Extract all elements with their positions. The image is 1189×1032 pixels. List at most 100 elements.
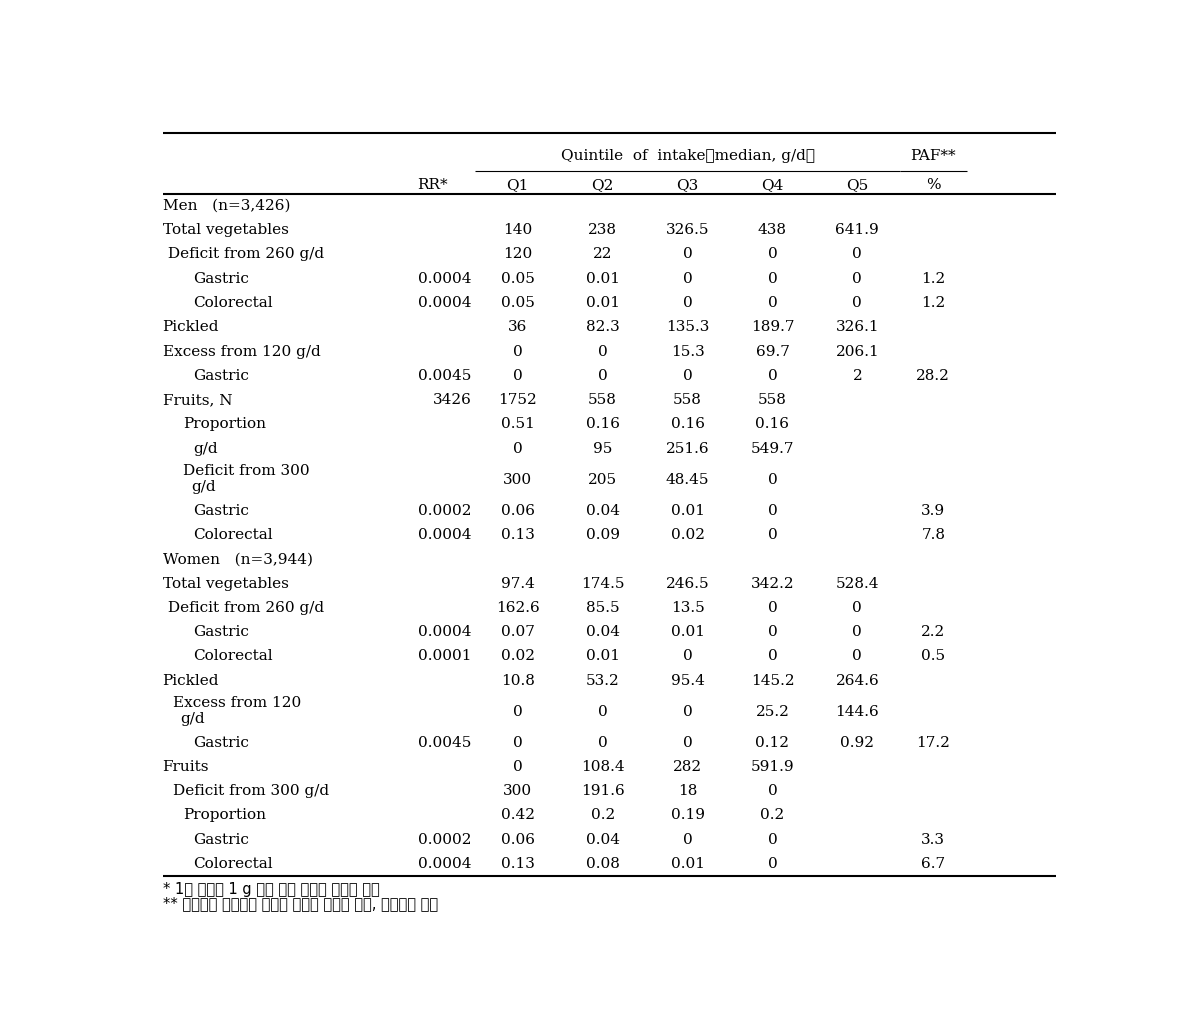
Text: 0.16: 0.16 <box>671 418 705 431</box>
Text: 7.8: 7.8 <box>921 528 945 542</box>
Text: * 1일 섭취량 1 g 감소 혹은 증가와 연관성 위험: * 1일 섭취량 1 g 감소 혹은 증가와 연관성 위험 <box>163 882 379 897</box>
Text: 0.16: 0.16 <box>755 418 789 431</box>
Text: Q1: Q1 <box>507 178 529 192</box>
Text: 0.07: 0.07 <box>501 625 535 639</box>
Text: 0.0002: 0.0002 <box>419 833 472 846</box>
Text: 0: 0 <box>512 736 523 749</box>
Text: Pickled: Pickled <box>163 320 219 334</box>
Text: 0: 0 <box>682 705 692 718</box>
Text: 0.01: 0.01 <box>586 271 619 286</box>
Text: 326.5: 326.5 <box>666 223 710 237</box>
Text: 0.01: 0.01 <box>671 857 705 871</box>
Text: 0: 0 <box>682 248 692 261</box>
Text: Quintile  of  intake（median, g/d）: Quintile of intake（median, g/d） <box>560 150 814 163</box>
Text: 6.7: 6.7 <box>921 857 945 871</box>
Text: 0: 0 <box>682 649 692 664</box>
Text: 0.08: 0.08 <box>586 857 619 871</box>
Text: Q4: Q4 <box>761 178 784 192</box>
Text: 0: 0 <box>598 705 608 718</box>
Text: 0: 0 <box>598 368 608 383</box>
Text: 238: 238 <box>589 223 617 237</box>
Text: 17.2: 17.2 <box>917 736 950 749</box>
Text: Women   (n=3,944): Women (n=3,944) <box>163 552 313 567</box>
Text: Gastric: Gastric <box>193 833 249 846</box>
Text: 0.04: 0.04 <box>586 504 619 518</box>
Text: 206.1: 206.1 <box>836 345 879 359</box>
Text: 3.9: 3.9 <box>921 504 945 518</box>
Text: 97.4: 97.4 <box>501 577 535 590</box>
Text: 95: 95 <box>593 442 612 456</box>
Text: 0: 0 <box>768 833 778 846</box>
Text: 0: 0 <box>768 473 778 487</box>
Text: 10.8: 10.8 <box>501 674 535 687</box>
Text: 0.05: 0.05 <box>501 296 535 310</box>
Text: Men   (n=3,426): Men (n=3,426) <box>163 199 290 213</box>
Text: 95.4: 95.4 <box>671 674 705 687</box>
Text: 0.16: 0.16 <box>586 418 619 431</box>
Text: 549.7: 549.7 <box>750 442 794 456</box>
Text: 0.02: 0.02 <box>501 649 535 664</box>
Text: Colorectal: Colorectal <box>193 528 272 542</box>
Text: 0.0045: 0.0045 <box>419 368 472 383</box>
Text: 0: 0 <box>512 442 523 456</box>
Text: Deficit from 260 g/d: Deficit from 260 g/d <box>163 601 323 615</box>
Text: 251.6: 251.6 <box>666 442 710 456</box>
Text: 0: 0 <box>512 705 523 718</box>
Text: Gastric: Gastric <box>193 271 249 286</box>
Text: Deficit from 260 g/d: Deficit from 260 g/d <box>163 248 323 261</box>
Text: 0: 0 <box>768 296 778 310</box>
Text: 145.2: 145.2 <box>750 674 794 687</box>
Text: 48.45: 48.45 <box>666 473 710 487</box>
Text: 282: 282 <box>673 760 703 774</box>
Text: Gastric: Gastric <box>193 504 249 518</box>
Text: 0.01: 0.01 <box>671 504 705 518</box>
Text: Q3: Q3 <box>677 178 699 192</box>
Text: 0: 0 <box>768 248 778 261</box>
Text: Proportion: Proportion <box>183 418 265 431</box>
Text: ** 퍼센트가 높을수록 요인이 질병에 미치는 영향, 기여도가 높음: ** 퍼센트가 높을수록 요인이 질병에 미치는 영향, 기여도가 높음 <box>163 897 438 911</box>
Text: 3426: 3426 <box>433 393 472 408</box>
Text: Total vegetables: Total vegetables <box>163 577 289 590</box>
Text: 189.7: 189.7 <box>750 320 794 334</box>
Text: 0: 0 <box>768 857 778 871</box>
Text: 0.19: 0.19 <box>671 808 705 823</box>
Text: Gastric: Gastric <box>193 625 249 639</box>
Text: %: % <box>926 178 940 192</box>
Text: 0: 0 <box>768 504 778 518</box>
Text: 0: 0 <box>853 296 862 310</box>
Text: 0: 0 <box>682 368 692 383</box>
Text: 0.0004: 0.0004 <box>419 296 472 310</box>
Text: 246.5: 246.5 <box>666 577 710 590</box>
Text: 0: 0 <box>682 296 692 310</box>
Text: 0.05: 0.05 <box>501 271 535 286</box>
Text: 0.0004: 0.0004 <box>419 625 472 639</box>
Text: 205: 205 <box>589 473 617 487</box>
Text: 0.51: 0.51 <box>501 418 535 431</box>
Text: 0.12: 0.12 <box>755 736 789 749</box>
Text: 0: 0 <box>598 736 608 749</box>
Text: 53.2: 53.2 <box>586 674 619 687</box>
Text: 300: 300 <box>503 784 533 798</box>
Text: Colorectal: Colorectal <box>193 296 272 310</box>
Text: 0: 0 <box>853 601 862 615</box>
Text: 0.04: 0.04 <box>586 625 619 639</box>
Text: 2.2: 2.2 <box>921 625 945 639</box>
Text: 0.42: 0.42 <box>501 808 535 823</box>
Text: 0: 0 <box>853 625 862 639</box>
Text: 0.01: 0.01 <box>671 625 705 639</box>
Text: 264.6: 264.6 <box>836 674 879 687</box>
Text: 0.92: 0.92 <box>841 736 874 749</box>
Text: Excess from 120: Excess from 120 <box>172 696 301 710</box>
Text: g/d: g/d <box>193 442 218 456</box>
Text: 438: 438 <box>757 223 787 237</box>
Text: 13.5: 13.5 <box>671 601 704 615</box>
Text: 0: 0 <box>682 833 692 846</box>
Text: 0.0004: 0.0004 <box>419 857 472 871</box>
Text: 82.3: 82.3 <box>586 320 619 334</box>
Text: 0.2: 0.2 <box>760 808 785 823</box>
Text: 162.6: 162.6 <box>496 601 540 615</box>
Text: 528.4: 528.4 <box>836 577 879 590</box>
Text: 15.3: 15.3 <box>671 345 704 359</box>
Text: 1.2: 1.2 <box>921 271 945 286</box>
Text: Deficit from 300: Deficit from 300 <box>183 464 309 478</box>
